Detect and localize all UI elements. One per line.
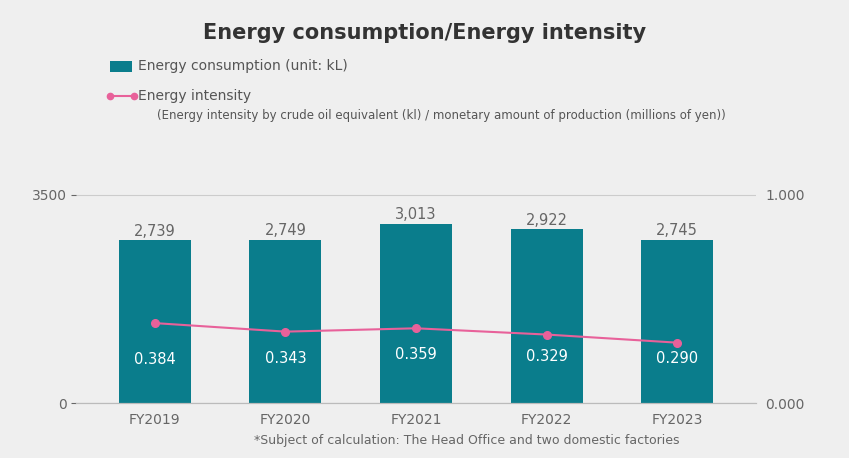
Text: 3,013: 3,013 (396, 207, 436, 222)
Text: Energy consumption (unit: kL): Energy consumption (unit: kL) (138, 60, 347, 73)
Text: 2,749: 2,749 (264, 223, 306, 238)
Bar (119, 240, 191, 403)
Bar (380, 224, 452, 403)
Text: 0.290: 0.290 (656, 351, 699, 366)
Text: 0.343: 0.343 (265, 351, 306, 366)
Bar (250, 240, 321, 403)
Bar (641, 240, 713, 403)
Text: Energy consumption/Energy intensity: Energy consumption/Energy intensity (203, 23, 646, 43)
Text: 2,739: 2,739 (134, 224, 176, 239)
Text: Energy intensity: Energy intensity (138, 89, 250, 103)
Text: *Subject of calculation: The Head Office and two domestic factories: *Subject of calculation: The Head Office… (254, 434, 680, 447)
Text: (Energy intensity by crude oil equivalent (kl) / monetary amount of production (: (Energy intensity by crude oil equivalen… (157, 109, 726, 122)
Text: 0.329: 0.329 (526, 349, 568, 364)
Text: 2,922: 2,922 (526, 213, 568, 228)
Text: 0.384: 0.384 (134, 352, 176, 366)
Text: 0.359: 0.359 (395, 347, 437, 362)
Text: 2,745: 2,745 (656, 224, 698, 238)
Bar (511, 229, 582, 403)
